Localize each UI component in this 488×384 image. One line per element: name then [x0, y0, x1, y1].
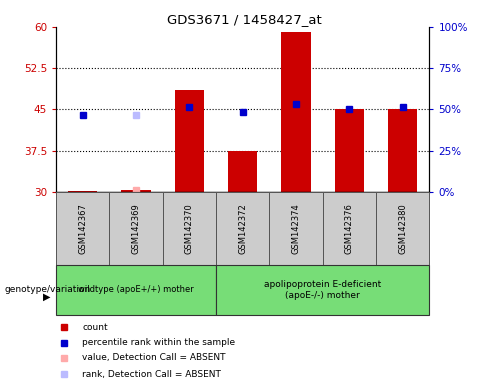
- Text: GSM142367: GSM142367: [78, 203, 87, 254]
- Text: GDS3671 / 1458427_at: GDS3671 / 1458427_at: [166, 13, 322, 26]
- Bar: [388, 109, 417, 192]
- Text: genotype/variation: genotype/variation: [5, 285, 91, 295]
- Text: GSM142372: GSM142372: [238, 203, 247, 254]
- Bar: [163, 192, 216, 265]
- Text: count: count: [82, 323, 108, 332]
- Text: GSM142374: GSM142374: [292, 203, 301, 254]
- Bar: [175, 90, 204, 192]
- Text: percentile rank within the sample: percentile rank within the sample: [82, 338, 235, 347]
- Text: GSM142380: GSM142380: [398, 203, 407, 254]
- Bar: [282, 32, 311, 192]
- Bar: [335, 109, 364, 192]
- Bar: [216, 265, 429, 315]
- Bar: [56, 192, 109, 265]
- Bar: [269, 192, 323, 265]
- Bar: [122, 190, 151, 192]
- Bar: [323, 192, 376, 265]
- Text: GSM142376: GSM142376: [345, 203, 354, 254]
- Bar: [109, 192, 163, 265]
- Text: rank, Detection Call = ABSENT: rank, Detection Call = ABSENT: [82, 370, 221, 379]
- Bar: [376, 192, 429, 265]
- Text: GSM142369: GSM142369: [132, 203, 141, 254]
- Text: value, Detection Call = ABSENT: value, Detection Call = ABSENT: [82, 353, 226, 362]
- Bar: [56, 265, 216, 315]
- Bar: [216, 192, 269, 265]
- Bar: [228, 151, 258, 192]
- Text: ▶: ▶: [42, 292, 50, 302]
- Bar: [68, 191, 98, 192]
- Text: wildtype (apoE+/+) mother: wildtype (apoE+/+) mother: [78, 285, 194, 295]
- Text: GSM142370: GSM142370: [185, 203, 194, 254]
- Text: apolipoprotein E-deficient
(apoE-/-) mother: apolipoprotein E-deficient (apoE-/-) mot…: [264, 280, 382, 300]
